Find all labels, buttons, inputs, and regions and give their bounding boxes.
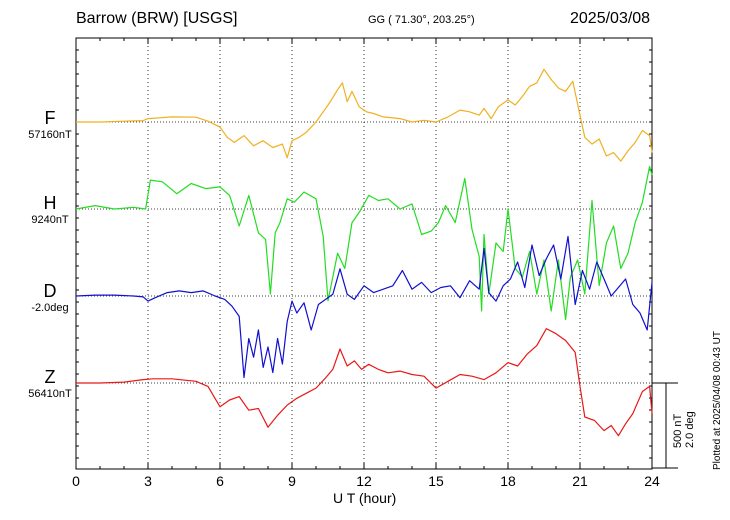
x-tick-label-12: 12 xyxy=(356,473,372,489)
x-axis-label: U T (hour) xyxy=(333,490,397,506)
series-line-z xyxy=(76,328,653,437)
plotted-timestamp: Plotted at 2025/04/08 00:43 UT xyxy=(712,331,723,470)
x-tick-label-6: 6 xyxy=(216,473,224,489)
component-letter-h: H xyxy=(43,193,57,213)
component-letter-d: D xyxy=(43,281,57,301)
series-line-d xyxy=(75,235,653,379)
x-tick-label-24: 24 xyxy=(644,473,660,489)
component-label-f: F 57160nT xyxy=(20,108,80,142)
series-lines xyxy=(75,68,653,437)
scale-label-deg: 2.0 deg xyxy=(684,411,696,448)
station-coordinates: GG ( 71.30°, 203.25°) xyxy=(368,14,475,26)
plot-date: 2025/03/08 xyxy=(570,10,651,27)
component-baseline-h: 9240nT xyxy=(31,214,69,226)
x-tick-label-9: 9 xyxy=(288,473,296,489)
component-baseline-d: -2.0deg xyxy=(31,302,69,314)
plot-grid xyxy=(147,38,581,469)
x-tick-label-21: 21 xyxy=(572,473,588,489)
component-label-d: D -2.0deg xyxy=(20,281,80,315)
x-tick-label-18: 18 xyxy=(500,473,516,489)
component-label-z: Z 56410nT xyxy=(20,367,80,401)
axis-ticks xyxy=(75,37,653,469)
scale-bar xyxy=(652,382,678,469)
baseline-lines xyxy=(76,121,652,384)
x-tick-label-3: 3 xyxy=(144,473,152,489)
x-tick-label-15: 15 xyxy=(428,473,444,489)
component-baseline-f: 57160nT xyxy=(28,129,72,141)
x-tick-label-0: 0 xyxy=(72,473,80,489)
series-line-h xyxy=(75,165,653,321)
station-title: Barrow (BRW) [USGS] xyxy=(76,10,238,27)
component-letter-f: F xyxy=(44,108,56,128)
component-baseline-z: 56410nT xyxy=(28,388,72,400)
scale-label-nt: 500 nT xyxy=(672,413,684,448)
series-line-f xyxy=(76,68,653,162)
component-letter-z: Z xyxy=(44,367,56,387)
component-label-h: H 9240nT xyxy=(20,193,80,227)
